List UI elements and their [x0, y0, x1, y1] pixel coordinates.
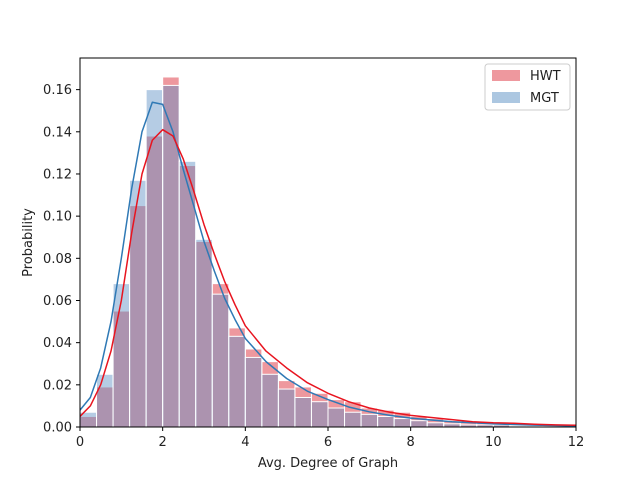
- mgt-bar: [112, 283, 131, 428]
- y-tick-label: 0.00: [43, 421, 72, 436]
- mgt-bar: [145, 89, 164, 428]
- x-tick-label: 0: [76, 435, 84, 450]
- mgt-bar: [195, 238, 213, 428]
- mgt-kde-line: [79, 101, 577, 427]
- mgt-bar: [261, 373, 279, 428]
- y-tick-label: 0.04: [43, 336, 72, 351]
- mgt-bar: [129, 179, 147, 428]
- x-tick-label: 10: [485, 435, 502, 450]
- x-axis-label: Avg. Degree of Graph: [258, 456, 398, 471]
- mgt-bar: [377, 415, 395, 428]
- x-tick-label: 12: [568, 435, 585, 450]
- x-axis: 0 2 4 6 8 10 12: [76, 427, 584, 450]
- mgt-bar: [277, 388, 296, 428]
- x-tick-label: 8: [407, 435, 415, 450]
- y-tick-label: 0.08: [43, 252, 72, 267]
- legend-swatch-hwt: [492, 70, 520, 81]
- mgt-bar: [294, 396, 312, 428]
- y-tick-label: 0.12: [43, 167, 72, 182]
- y-tick-label: 0.10: [43, 210, 72, 225]
- mgt-bars-group: [79, 84, 577, 428]
- x-tick-label: 6: [324, 435, 332, 450]
- y-tick-label: 0.16: [43, 83, 72, 98]
- mgt-bar: [310, 401, 329, 428]
- legend-label-mgt: MGT: [530, 91, 559, 106]
- mgt-bar: [327, 407, 346, 428]
- y-tick-label: 0.06: [43, 294, 72, 309]
- legend-label-hwt: HWT: [530, 69, 561, 84]
- hwt-kde-line: [79, 128, 577, 427]
- mgt-bar: [178, 160, 197, 428]
- mgt-bar: [344, 411, 362, 428]
- mgt-bar: [162, 84, 180, 428]
- legend: HWT MGT: [484, 63, 571, 111]
- mgt-bar: [244, 356, 263, 428]
- y-axis-label: Probability: [21, 208, 36, 277]
- mgt-bar: [96, 373, 114, 428]
- mgt-bar: [410, 420, 428, 428]
- y-tick-label: 0.14: [43, 125, 72, 140]
- kde-lines-group: [79, 101, 577, 427]
- mgt-bar: [360, 413, 379, 428]
- mgt-bar: [228, 335, 246, 428]
- x-tick-label: 4: [241, 435, 249, 450]
- x-tick-label: 2: [159, 435, 167, 450]
- mgt-bar: [393, 418, 412, 428]
- y-axis: 0.00 0.02 0.04 0.06 0.08 0.10 0.12 0.14 0.16: [43, 83, 80, 436]
- y-tick-label: 0.02: [43, 378, 72, 393]
- mgt-bar: [211, 293, 230, 428]
- legend-swatch-mgt: [492, 92, 520, 103]
- mgt-bar: [426, 422, 445, 428]
